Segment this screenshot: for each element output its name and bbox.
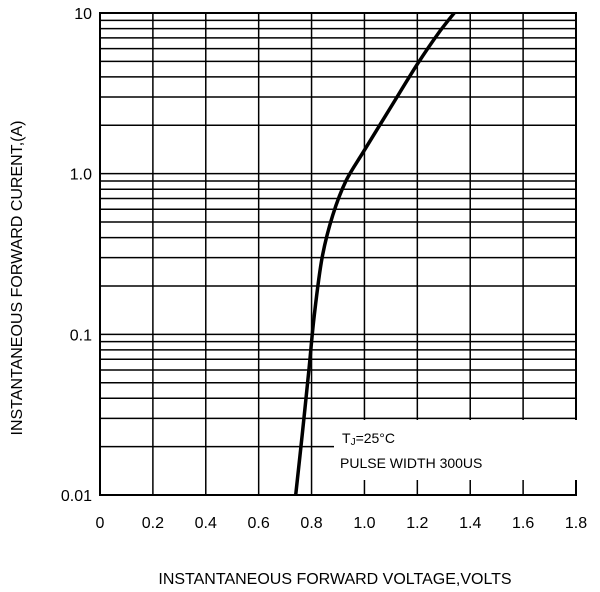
tick-labels: 0 0.2 0.4 0.6 0.8 1.0 1.2 1.4 1.6 1.8 0.01 0.1 1.0 10 [61, 6, 587, 532]
x-tick-label: 1.6 [512, 515, 534, 532]
plot-frame [99, 12, 577, 496]
y-tick-label: 10 [74, 6, 92, 23]
x-axis-title: INSTANTANEOUS FORWARD VOLTAGE,VOLTS [158, 571, 511, 588]
y-tick-label: 0.1 [70, 327, 92, 344]
annotation-line-2: PULSE WIDTH 300US [340, 455, 482, 471]
y-tick-label: 0.01 [61, 488, 92, 505]
x-tick-label: 1.0 [353, 515, 375, 532]
annotation-box-bg [334, 420, 578, 480]
y-axis-title: INSTANTANEOUS FORWARD CURENT,(A) [9, 121, 26, 436]
x-tick-label: 0.4 [195, 515, 217, 532]
series-layer [293, 12, 458, 495]
annotation-box: TJ=25°C PULSE WIDTH 300US [334, 420, 578, 480]
x-tick-label: 1.4 [459, 515, 481, 532]
grid [100, 13, 576, 495]
y-tick-label: 1.0 [70, 167, 92, 184]
x-tick-label: 0.2 [142, 515, 164, 532]
x-tick-label: 0 [96, 515, 105, 532]
x-tick-label: 1.2 [406, 515, 428, 532]
x-tick-label: 0.8 [300, 515, 322, 532]
series-line [293, 12, 458, 495]
x-tick-label: 1.8 [565, 515, 587, 532]
x-tick-label: 0.6 [248, 515, 270, 532]
annotation-line-1: TJ=25°C [342, 430, 395, 448]
